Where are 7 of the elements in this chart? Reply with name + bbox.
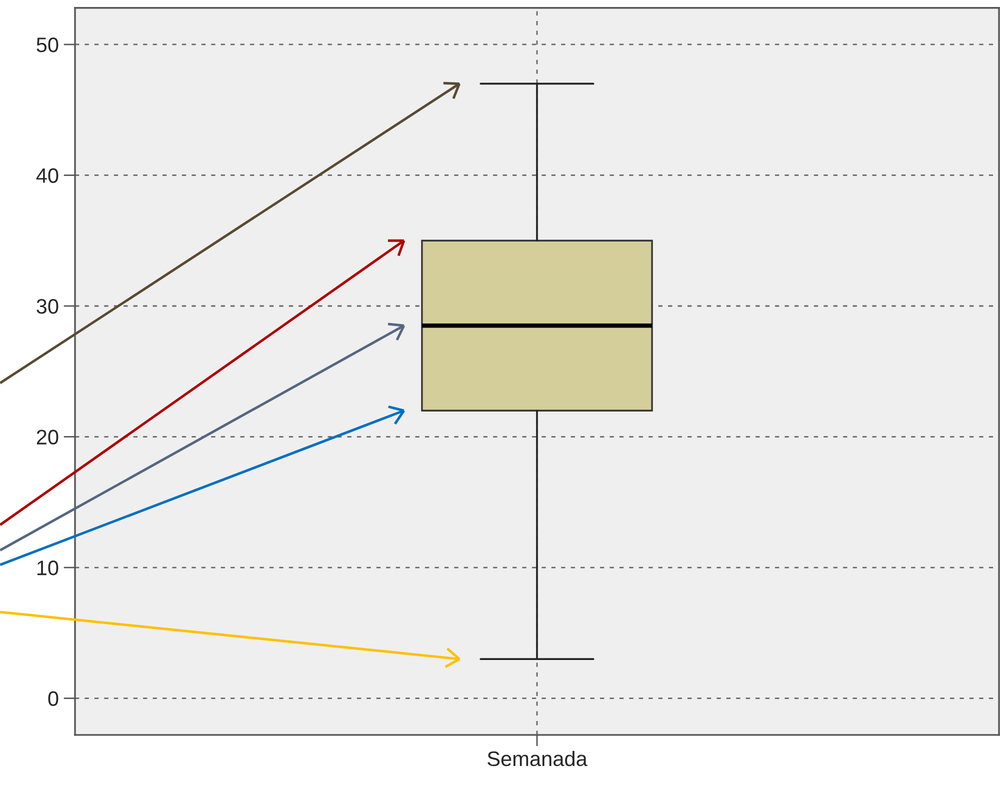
y-tick-label: 50 bbox=[36, 37, 58, 52]
y-tick-label: 0 bbox=[48, 691, 58, 706]
y-tick-label: 30 bbox=[36, 299, 58, 314]
x-tick-label: Semanada bbox=[488, 750, 588, 766]
y-tick-label: 20 bbox=[36, 430, 58, 445]
y-tick-label: 40 bbox=[36, 168, 58, 183]
y-tick-label: 10 bbox=[37, 560, 58, 576]
